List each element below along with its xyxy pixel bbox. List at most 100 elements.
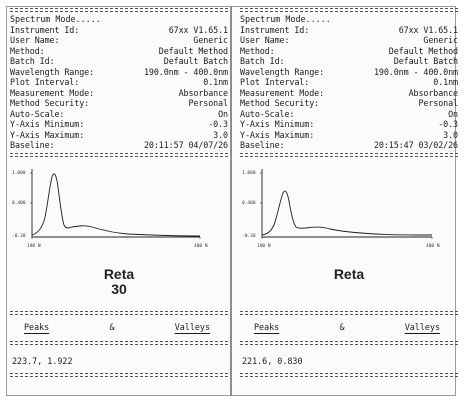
dashed-rule [10, 340, 228, 345]
field-label: Baseline: [10, 140, 55, 150]
sample-caption: Reta [240, 265, 458, 303]
field-value: Absorbance [178, 87, 229, 98]
y-tick-label: 1.000 [12, 170, 26, 176]
y-tick-label: -0.30 [12, 233, 26, 239]
field-value: Default Method [388, 45, 458, 56]
ampersand-heading: & [109, 321, 115, 332]
field-value: Personal [418, 98, 458, 108]
field-label: Baseline: [240, 140, 285, 150]
field-label: Batch Id: [240, 56, 285, 66]
field-value: 190.0nm - 400.0nm [373, 66, 458, 77]
field-value: 67xx V1.65.1 [398, 24, 458, 35]
field-label: User Name: [10, 35, 60, 45]
spectrum-mode-label: Spectrum Mode..... [240, 14, 331, 24]
field-label: Plot Interval: [240, 77, 310, 87]
field-auto-scale: Auto-Scale: On [240, 109, 458, 120]
field-value: 3.0 [213, 129, 228, 140]
field-method-security: Method Security: Personal [240, 98, 458, 109]
sample-name: Reta [333, 265, 365, 282]
field-label: Method Security: [10, 98, 90, 108]
sample-name: Reta [103, 265, 135, 282]
peak-value: 221.6, 0.830 [242, 355, 303, 366]
plot-axes [261, 168, 432, 237]
valleys-heading: Valleys [404, 321, 440, 332]
field-method: Method: Default Method [240, 46, 458, 57]
field-value: Default Batch [393, 56, 458, 66]
field-label: Measurement Mode: [10, 87, 95, 98]
field-value: 67xx V1.65.1 [168, 24, 228, 35]
field-label: Instrument Id: [240, 24, 310, 35]
dashed-rule [240, 8, 458, 12]
x-tick-label: 190 N [27, 243, 41, 249]
dashed-rule [10, 8, 228, 12]
peaks-heading: Peaks [254, 321, 280, 332]
field-label: Plot Interval: [10, 77, 80, 87]
field-label: Y-Axis Maximum: [10, 129, 85, 140]
dashed-rule [10, 372, 228, 377]
spectrum-trace [261, 190, 433, 235]
spectrum-plot-svg: 1.000 0.400 -0.30 190 N 400 N [242, 168, 440, 249]
field-value: 0.1nm [433, 77, 458, 87]
field-method-security: Method Security: Personal [10, 98, 228, 109]
field-wavelength-range: Wavelength Range: 190.0nm - 400.0nm [10, 67, 228, 78]
field-baseline: Baseline: 20:15:47 03/02/26 [240, 140, 458, 151]
field-value: 20:15:47 03/02/26 [373, 140, 458, 150]
ampersand-heading: & [339, 321, 345, 332]
x-tick-label: 400 N [426, 243, 440, 249]
field-label: Y-Axis Minimum: [10, 119, 85, 129]
field-value: 3.0 [443, 129, 458, 140]
sample-caption: Reta 30 [10, 265, 228, 303]
field-plot-interval: Plot Interval: 0.1nm [10, 77, 228, 88]
field-label: User Name: [240, 35, 290, 45]
dashed-rule [10, 152, 228, 157]
field-label: Y-Axis Minimum: [240, 119, 315, 129]
peaks-heading: Peaks [24, 321, 50, 332]
field-value: Personal [188, 98, 228, 108]
report-right: Spectrum Mode..... Instrument Id: 67xx V1… [240, 8, 458, 394]
field-label: Wavelength Range: [240, 66, 325, 77]
field-y-axis-maximum: Y-Axis Maximum: 3.0 [240, 130, 458, 141]
field-value: -0.3 [208, 119, 228, 129]
y-tick-label: 0.400 [242, 200, 256, 206]
field-label: Batch Id: [10, 56, 55, 66]
field-measurement-mode: Measurement Mode: Absorbance [240, 88, 458, 99]
field-value: Generic [423, 35, 458, 45]
field-label: Wavelength Range: [10, 66, 95, 77]
field-batch-id: Batch Id: Default Batch [240, 56, 458, 67]
field-label: Method Security: [240, 98, 320, 108]
dashed-rule [240, 152, 458, 157]
field-value: Default Batch [163, 56, 228, 66]
field-label: Instrument Id: [10, 24, 80, 35]
dashed-rule [240, 372, 458, 377]
valleys-heading: Valleys [174, 321, 210, 332]
field-value: -0.3 [438, 119, 458, 129]
field-value: On [218, 108, 228, 119]
dashed-rule [240, 340, 458, 345]
spectrum-mode-label: Spectrum Mode..... [10, 14, 101, 24]
x-tick-label: 190 N [257, 243, 271, 249]
field-y-axis-maximum: Y-Axis Maximum: 3.0 [10, 130, 228, 141]
field-label: Measurement Mode: [240, 87, 325, 98]
field-label: Auto-Scale: [240, 108, 295, 119]
field-value: 0.1nm [203, 77, 228, 87]
report-left: Spectrum Mode..... Instrument Id: 67xx V1… [10, 8, 228, 394]
spectrum-plot: 1.000 0.400 -0.30 190 N 400 N [10, 163, 228, 267]
field-value: 190.0nm - 400.0nm [143, 66, 228, 77]
field-value: On [448, 108, 458, 119]
field-value: 20:11:57 04/07/26 [143, 140, 228, 150]
field-plot-interval: Plot Interval: 0.1nm [240, 77, 458, 88]
field-instrument-id: Instrument Id: 67xx V1.65.1 [10, 25, 228, 36]
field-value: Generic [193, 35, 228, 45]
dashed-rule [240, 310, 458, 315]
settings-block: Spectrum Mode..... Instrument Id: 67xx V1… [10, 12, 228, 153]
sample-number: 30 [111, 280, 127, 297]
field-label: Method: [10, 45, 45, 56]
dashed-rule [10, 310, 228, 315]
field-wavelength-range: Wavelength Range: 190.0nm - 400.0nm [240, 67, 458, 78]
plot-axes [31, 168, 200, 237]
field-value: Default Method [158, 45, 228, 56]
spectrum-plot-svg: 1.000 0.400 -0.30 190 N 400 N [12, 168, 208, 249]
peaks-valleys-header: Peaks & Valleys [10, 321, 228, 333]
field-label: Method: [240, 45, 275, 56]
field-user-name: User Name: Generic [10, 35, 228, 46]
